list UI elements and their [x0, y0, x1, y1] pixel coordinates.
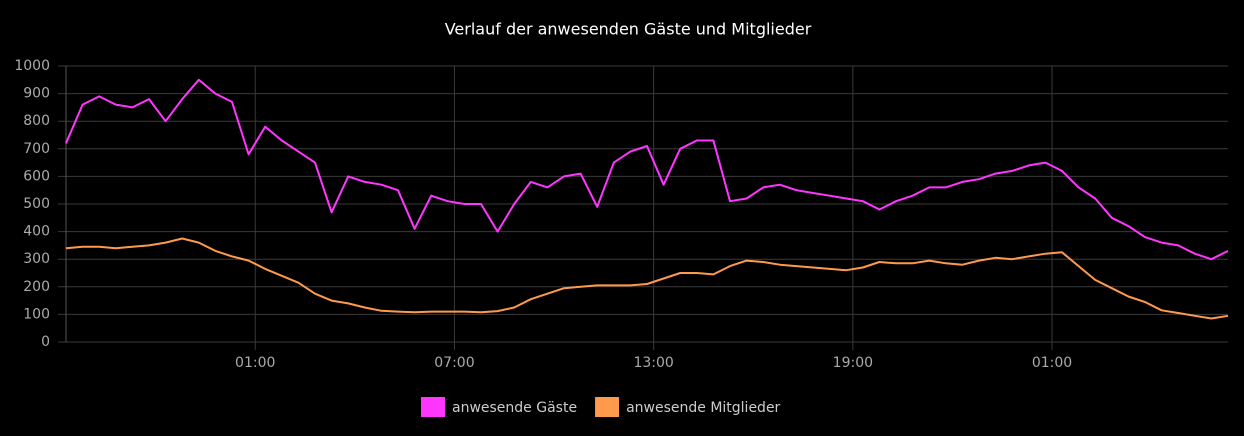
line-series — [65, 78, 1229, 261]
y-tick-label: 1000 — [14, 58, 50, 74]
line-series — [65, 237, 1229, 320]
y-tick-label: 400 — [23, 224, 50, 240]
y-tick-label: 100 — [23, 306, 50, 322]
chart-title: Verlauf der anwesenden Gäste und Mitglie… — [445, 20, 812, 39]
x-tick-label: 19:00 — [833, 355, 873, 371]
y-tick-label: 300 — [23, 251, 50, 267]
y-tick-label: 200 — [23, 279, 50, 295]
x-tick-label: 13:00 — [633, 355, 673, 371]
y-tick-label: 700 — [23, 141, 50, 157]
legend-swatch — [595, 397, 620, 417]
legend-text: anwesende Mitglieder — [626, 400, 780, 416]
y-tick-label: 900 — [23, 86, 50, 102]
legend-text: anwesende Gäste — [452, 400, 577, 416]
x-tick-label: 07:00 — [434, 355, 474, 371]
y-tick-label: 600 — [23, 168, 50, 184]
x-tick-label: 01:00 — [1032, 355, 1072, 371]
y-tick-label: 0 — [41, 334, 50, 350]
y-tick-label: 800 — [23, 113, 50, 129]
y-tick-label: 500 — [23, 196, 50, 212]
legend-swatch — [421, 397, 445, 417]
x-tick-label: 01:00 — [235, 355, 275, 371]
